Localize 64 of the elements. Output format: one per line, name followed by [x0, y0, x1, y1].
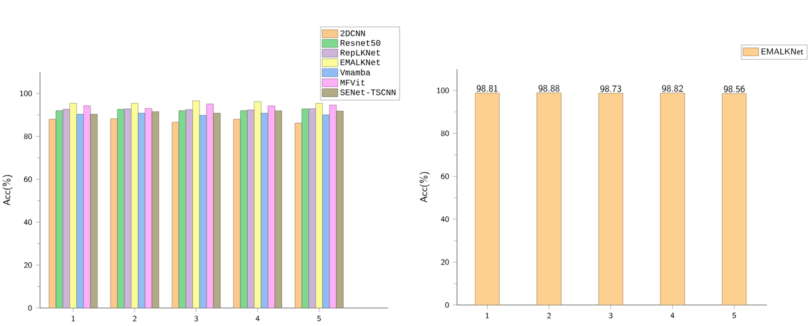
- bar: [268, 106, 276, 308]
- y-tick-label: 60: [441, 173, 449, 180]
- bar: [83, 105, 91, 308]
- x-tick-label: 4: [670, 312, 674, 318]
- y-axis-title: Acc(%): [2, 175, 13, 206]
- y-tick-label: 80: [24, 134, 32, 140]
- bar: [48, 118, 56, 308]
- x-tick-label: 3: [608, 312, 613, 318]
- bar: [315, 103, 323, 308]
- x-tick-label: 4: [256, 316, 260, 322]
- legend-label: EMALKNet: [762, 48, 804, 54]
- bar: [294, 122, 302, 308]
- x-tick-label: 2: [547, 312, 551, 318]
- bar: [254, 101, 262, 308]
- legend-label: 2DCNN: [340, 30, 365, 36]
- x-tick-label: 5: [317, 316, 321, 322]
- y-tick-label: 80: [441, 130, 449, 136]
- bar: [233, 118, 241, 308]
- legend-label: EMALKNet: [340, 59, 380, 66]
- legend-label: Resnet50: [340, 40, 380, 46]
- legend-label: RepLKNet: [340, 50, 380, 58]
- bar: [206, 104, 214, 308]
- x-tick-label: 1: [486, 312, 489, 318]
- legend-label: MFVit: [340, 79, 365, 86]
- bar: [240, 110, 248, 308]
- y-tick-label: 0: [28, 305, 32, 311]
- data-label: 98.82: [662, 85, 683, 92]
- data-label: 98.88: [538, 84, 560, 92]
- bar: [274, 110, 282, 308]
- legend-label: SENet-TSCNN: [340, 89, 396, 96]
- x-tick-label: 1: [72, 316, 75, 322]
- y-tick-label: 20: [24, 262, 32, 268]
- bar: [70, 103, 77, 308]
- bar: [110, 118, 118, 308]
- data-label: 98.81: [476, 85, 498, 92]
- x-tick-label: 2: [132, 316, 136, 322]
- bar: [172, 122, 180, 308]
- bar: [117, 109, 125, 308]
- bar: [56, 110, 64, 308]
- bar: [62, 109, 70, 308]
- bar: [144, 108, 152, 308]
- legend-label: Vmamba: [340, 69, 370, 76]
- y-tick-label: 0: [445, 302, 449, 308]
- y-tick-label: 60: [24, 176, 32, 182]
- bar: [247, 110, 254, 308]
- y-tick-label: 100: [437, 88, 449, 94]
- data-label: 98.56: [724, 86, 745, 92]
- bar: [336, 110, 344, 308]
- x-tick-label: 3: [194, 316, 198, 322]
- bar: [329, 104, 337, 308]
- y-tick-label: 20: [441, 259, 449, 265]
- y-axis-title: Acc(%): [420, 172, 430, 202]
- y-tick-label: 40: [24, 219, 32, 225]
- bar: [308, 108, 316, 308]
- bar: [124, 108, 132, 308]
- bar: [302, 108, 309, 308]
- y-tick-label: 40: [440, 216, 449, 222]
- bar: [131, 103, 138, 308]
- y-tick-label: 100: [20, 90, 32, 96]
- bar: [178, 110, 186, 308]
- bar: [192, 100, 200, 308]
- bar: [186, 109, 193, 308]
- data-label: 98.73: [600, 85, 622, 92]
- x-tick-label: 5: [732, 312, 736, 318]
